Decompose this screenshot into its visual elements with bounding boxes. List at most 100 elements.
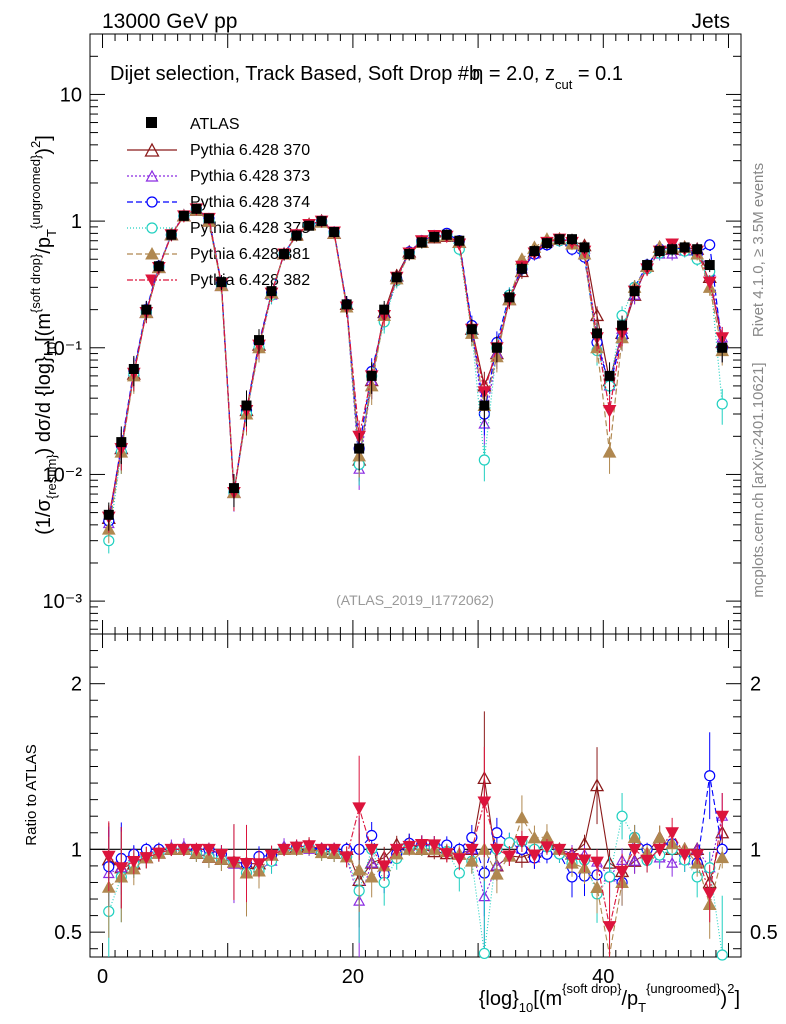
data-point <box>577 854 592 868</box>
data-point <box>604 370 615 381</box>
watermark: (ATLAS_2019_I1772062) <box>336 592 494 608</box>
data-point <box>490 867 504 880</box>
data-point <box>366 829 378 842</box>
data-point <box>514 849 530 863</box>
legend-label-370: Pythia 6.428 370 <box>190 142 310 159</box>
data-point <box>554 234 565 245</box>
legend-entry-374: Pythia 6.428 374 <box>127 194 310 211</box>
main-frame <box>89 33 742 635</box>
data-point <box>665 827 679 840</box>
data-point <box>627 843 642 857</box>
data-point <box>667 244 678 255</box>
data-point <box>592 328 603 339</box>
y-tick-label: 10⁻² <box>43 464 83 486</box>
ratio-line <box>108 814 723 956</box>
y-tick-label: 1 <box>71 211 82 233</box>
data-point <box>717 342 728 353</box>
data-point <box>402 840 417 854</box>
data-point <box>352 862 367 876</box>
data-point <box>652 830 667 844</box>
data-point <box>590 856 604 870</box>
data-point <box>291 230 302 241</box>
data-point <box>704 239 716 251</box>
data-point <box>404 248 415 259</box>
data-point <box>454 235 465 246</box>
data-point <box>441 229 452 240</box>
ratio-y-tick-label-right: 0.5 <box>750 922 778 944</box>
data-point <box>379 304 390 315</box>
data-point <box>327 843 341 857</box>
data-point <box>527 830 542 844</box>
legend-entry-375: Pythia 6.428 375 <box>127 220 310 237</box>
data-point <box>491 827 503 839</box>
data-point <box>629 286 640 297</box>
data-point <box>479 400 490 411</box>
data-point <box>354 443 365 454</box>
data-point <box>128 363 139 374</box>
data-point <box>254 335 265 346</box>
data-point <box>164 843 179 857</box>
series-pythia-6-428-382 <box>101 203 730 957</box>
data-point <box>427 839 442 852</box>
data-point <box>490 843 504 857</box>
data-point <box>715 810 730 824</box>
data-point <box>529 246 540 257</box>
data-point <box>692 244 703 255</box>
data-point <box>602 445 617 458</box>
data-point <box>314 843 329 857</box>
data-point <box>377 860 392 873</box>
data-point <box>540 841 554 854</box>
data-point <box>504 292 515 303</box>
data-point <box>339 851 354 864</box>
ratio-y-tick-label-right: 2 <box>750 674 761 696</box>
data-point <box>478 454 490 466</box>
legend-entry-373: Pythia 6.428 373 <box>127 168 310 185</box>
data-point <box>189 843 204 857</box>
ratio-y-tick-label: 0.5 <box>54 922 82 944</box>
data-point <box>515 835 529 849</box>
legend-label-381: Pythia 6.428 381 <box>190 246 310 263</box>
legend-label-374: Pythia 6.428 374 <box>190 194 310 211</box>
data-point <box>227 856 241 870</box>
data-point <box>214 848 229 862</box>
ratio-y-tick-label: 2 <box>71 674 82 696</box>
y-tick-label: 10 <box>60 84 82 106</box>
data-point <box>602 404 617 418</box>
data-point <box>101 850 116 864</box>
data-point <box>627 830 642 844</box>
data-point <box>702 888 717 901</box>
data-point <box>252 858 266 871</box>
data-point <box>203 213 214 224</box>
data-point <box>239 858 254 871</box>
x-tick-label: 0 <box>97 966 108 988</box>
data-point <box>277 843 291 857</box>
data-point <box>579 242 590 253</box>
data-point <box>716 949 728 961</box>
y-tick-label: 10⁻³ <box>43 591 83 613</box>
data-point <box>603 871 616 883</box>
data-point <box>202 843 216 857</box>
data-point <box>652 843 667 857</box>
data-point <box>177 843 191 857</box>
data-point <box>166 229 177 240</box>
series <box>101 202 730 961</box>
data-point <box>704 260 715 271</box>
data-point <box>527 849 542 863</box>
data-point <box>352 802 367 815</box>
category-label: Jets <box>691 10 730 33</box>
ratio-y-tick-label: 1 <box>71 839 82 861</box>
data-point <box>266 286 277 297</box>
data-point <box>452 853 467 866</box>
data-point <box>616 810 628 822</box>
data-point <box>264 849 279 863</box>
ratio-line <box>108 816 723 956</box>
data-point <box>279 248 290 259</box>
data-point <box>679 242 690 253</box>
data-point <box>114 862 129 875</box>
data-point <box>126 856 141 869</box>
data-point <box>478 947 490 960</box>
ratio-ylabel: Ratio to ATLAS <box>23 744 40 845</box>
data-point <box>389 843 404 857</box>
data-point <box>642 260 653 271</box>
